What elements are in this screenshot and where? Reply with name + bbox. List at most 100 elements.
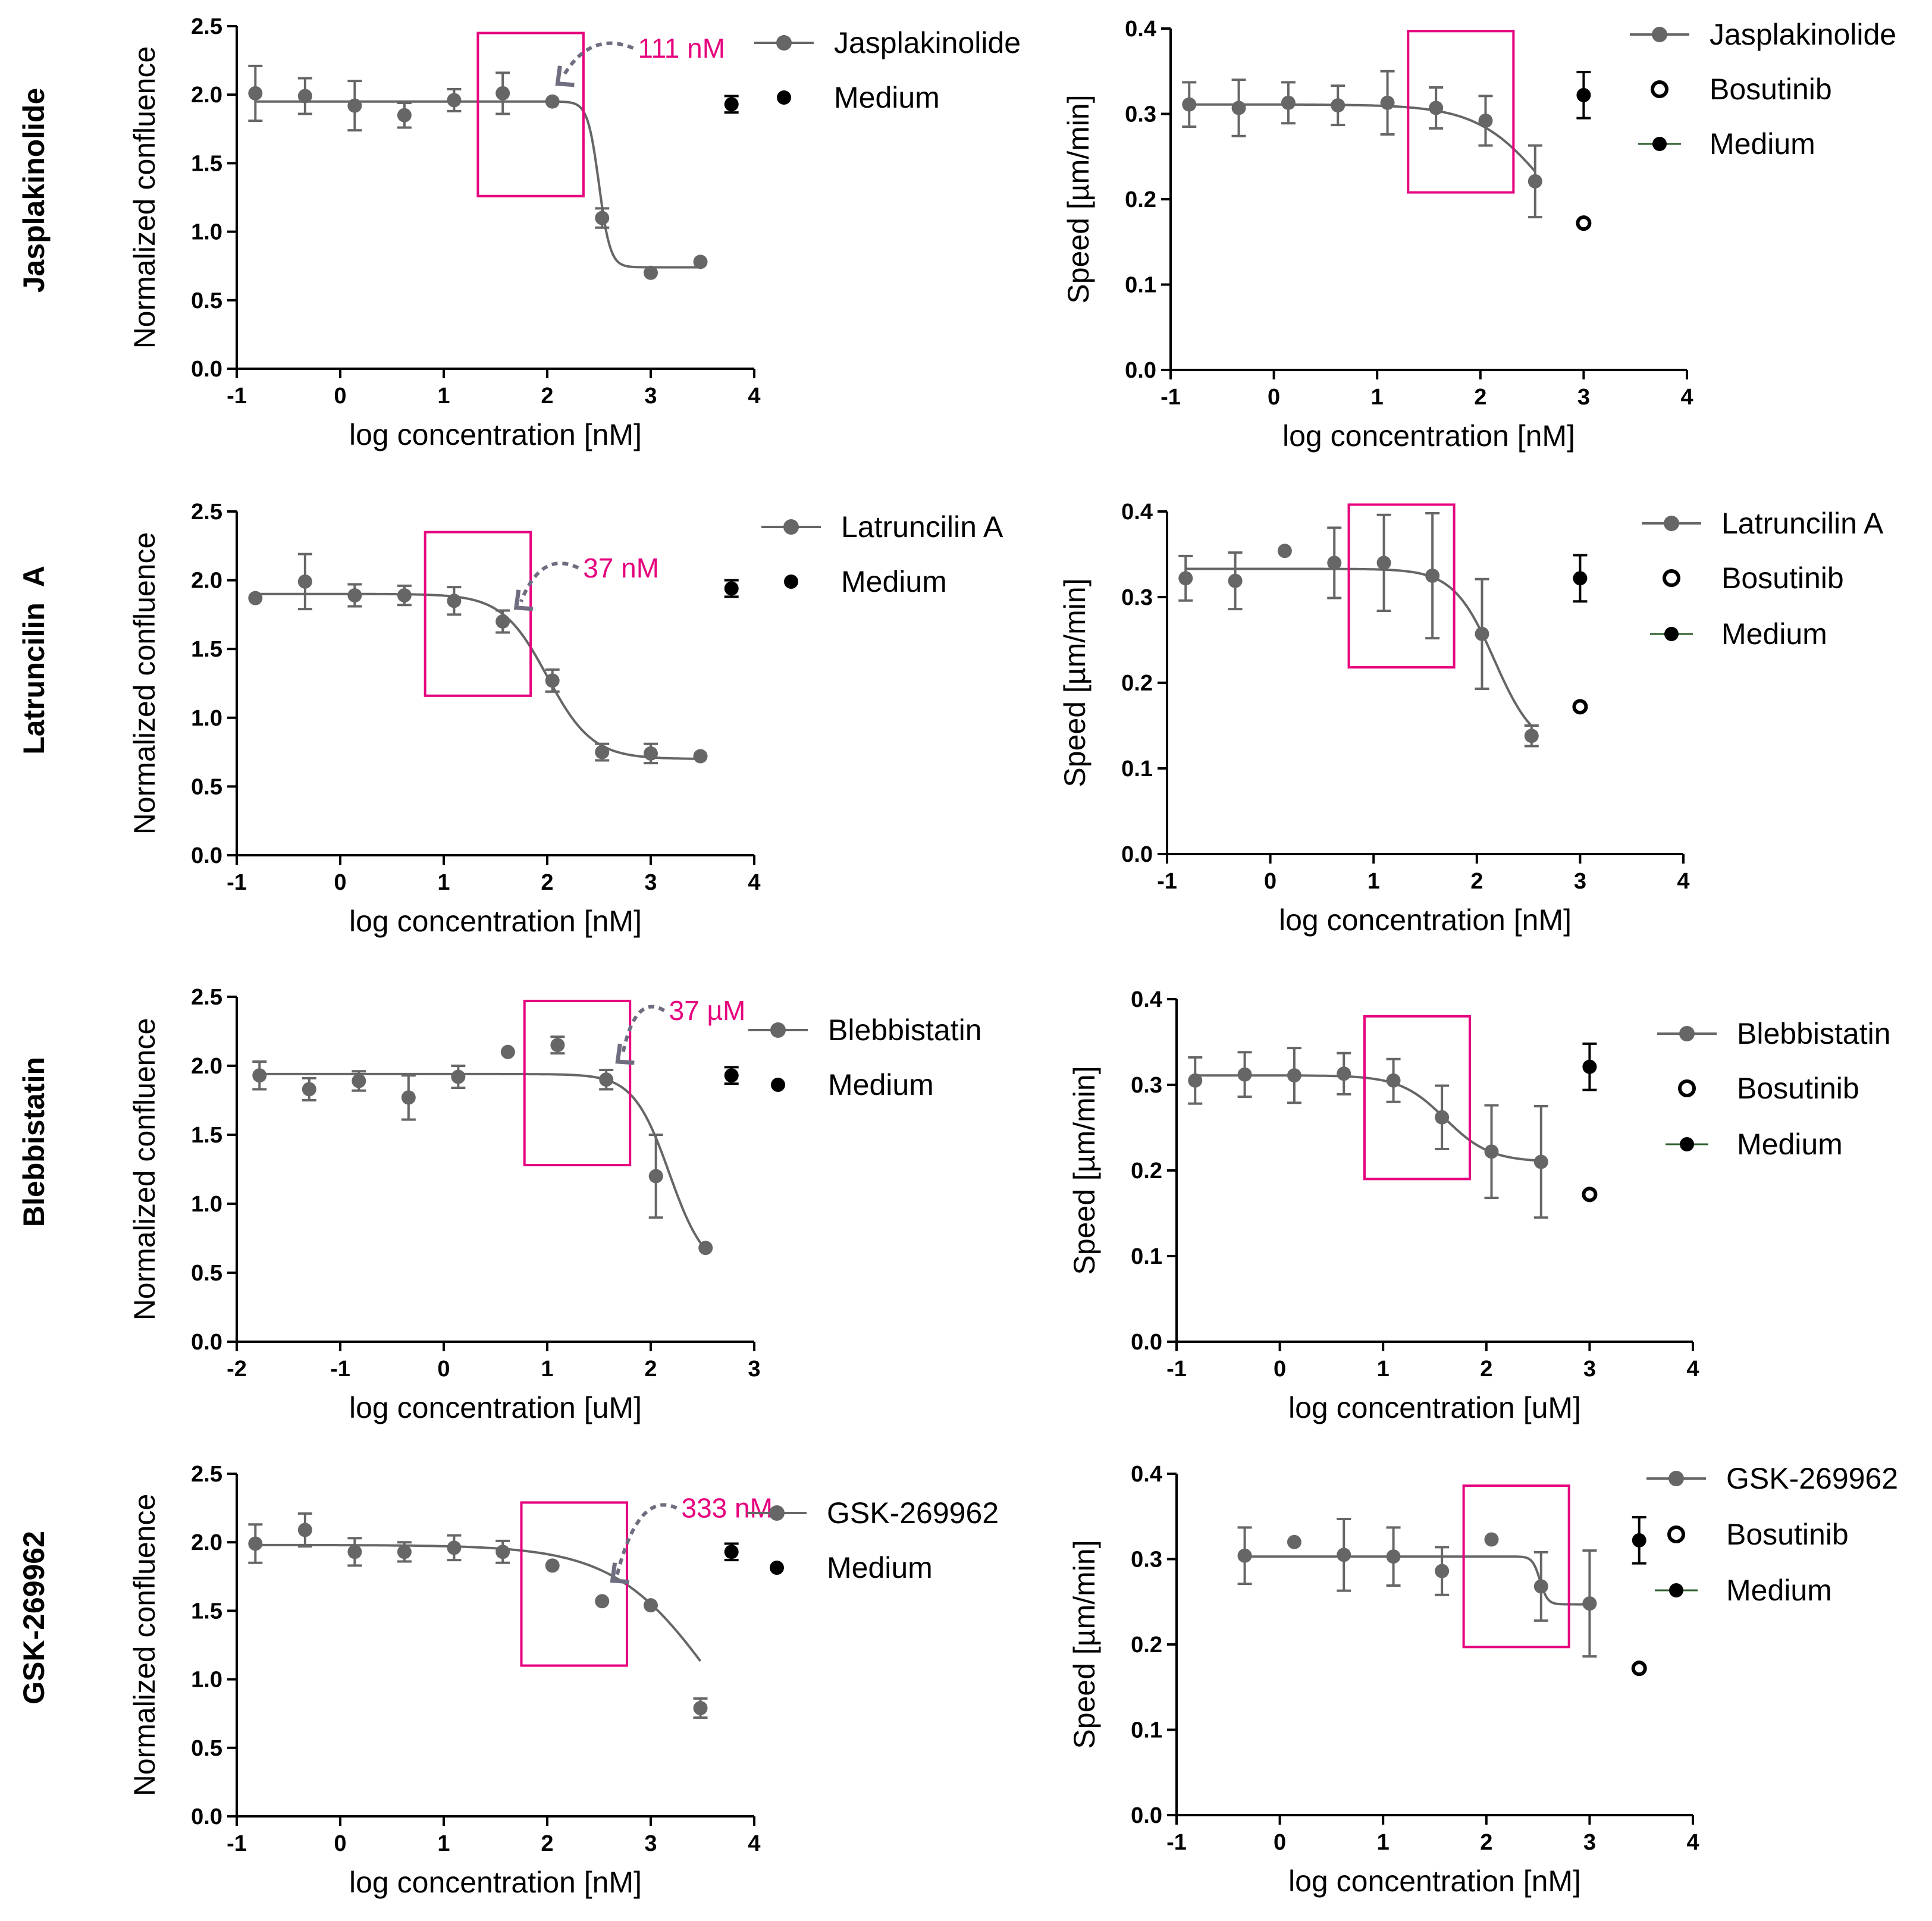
y-tick-label: 0.5 <box>191 1261 222 1286</box>
x-tick-label: -1 <box>1157 869 1177 894</box>
highlight-box <box>523 999 632 1167</box>
legend-marker <box>1652 27 1667 42</box>
data-point <box>1237 1548 1252 1563</box>
legend-label: Medium <box>841 565 947 598</box>
data-point <box>1380 95 1395 110</box>
y-tick-label: 0.1 <box>1125 273 1156 298</box>
x-tick-label: 2 <box>1470 869 1483 894</box>
y-axis-label: Normalized confluence <box>128 1494 161 1797</box>
y-tick-label: 0.2 <box>1131 1159 1162 1184</box>
data-point <box>495 1545 510 1559</box>
chart-panel: 0.0 0.5 1.0 1.5 2.0 2.5 -1 0 1 2 3 4 log concentrati… <box>128 500 1003 938</box>
data-point <box>1228 573 1243 588</box>
y-tick-label: 2.0 <box>191 1530 222 1555</box>
annotation-arrowhead <box>513 589 534 611</box>
x-tick-label: 4 <box>1680 385 1693 410</box>
y-tick-label: 0.0 <box>1125 358 1156 383</box>
data-point <box>693 255 708 269</box>
y-tick-label: 1.5 <box>191 151 222 176</box>
x-tick-label: 4 <box>748 870 760 895</box>
y-tick-label: 1.5 <box>191 1123 222 1148</box>
y-tick-label: 0.0 <box>191 843 222 868</box>
legend-marker <box>1664 627 1679 641</box>
highlight-box <box>1363 1015 1472 1181</box>
x-tick-label: -1 <box>227 870 247 895</box>
y-tick-label: 1.0 <box>191 220 222 245</box>
legend-label: Bosutinib <box>1737 1072 1859 1105</box>
legend-marker <box>1679 1026 1695 1041</box>
data-point <box>252 1068 267 1083</box>
x-tick-label: -1 <box>1161 385 1181 410</box>
x-tick-label: 1 <box>541 1357 553 1382</box>
annotation-arrow <box>560 41 634 79</box>
x-tick-label: 3 <box>1574 869 1586 894</box>
x-axis-label: log concentration [nM] <box>1288 1864 1581 1898</box>
data-point <box>1484 1144 1499 1159</box>
annotation-label: 333 nM <box>682 1493 773 1524</box>
y-tick-label: 0.2 <box>1125 187 1156 212</box>
x-tick-label: 1 <box>1377 1830 1390 1855</box>
x-tick-label: -1 <box>1166 1357 1187 1382</box>
legend-label: Bosutinib <box>1721 561 1844 595</box>
y-tick-label: 0.0 <box>1131 1803 1162 1828</box>
data-point-medium <box>1576 87 1591 102</box>
data-point <box>1386 1549 1401 1564</box>
x-tick-label: 4 <box>1677 869 1689 894</box>
data-point <box>397 108 412 123</box>
x-tick-label: 0 <box>334 384 346 409</box>
x-tick-label: 1 <box>1371 385 1384 410</box>
legend-label: Bosutinib <box>1726 1518 1849 1551</box>
x-tick-label: 1 <box>437 1831 450 1856</box>
data-point <box>1337 1066 1351 1081</box>
data-point-bosutinib <box>1631 1661 1647 1677</box>
row-label-blebbistatin: Blebbistatin <box>17 1057 51 1227</box>
data-point-medium <box>724 1545 739 1559</box>
data-point <box>347 588 362 603</box>
data-point <box>1178 571 1193 586</box>
chart-panel: 0.0 0.5 1.0 1.5 2.0 2.5 -2 -1 0 1 2 3 log concentrat… <box>128 985 982 1424</box>
legend-label: Blebbistatin <box>1737 1017 1891 1050</box>
y-tick-label: 0.2 <box>1121 671 1153 696</box>
data-point <box>352 1074 366 1088</box>
legend-label: GSK-269962 <box>1726 1462 1898 1495</box>
x-tick-label: 4 <box>748 384 760 409</box>
chart-panel: 0.0 0.1 0.2 0.3 0.4 -1 0 1 2 3 4 log concentration … <box>1068 1462 1898 1898</box>
y-tick-label: 0.4 <box>1131 1462 1162 1487</box>
x-tick-label: 4 <box>748 1831 760 1856</box>
legend-marker <box>1669 1583 1683 1597</box>
y-tick-label: 0.3 <box>1125 102 1156 127</box>
y-tick-label: 1.0 <box>191 1668 222 1693</box>
y-axis-label: Speed [µm/min] <box>1058 578 1092 787</box>
data-point <box>447 93 462 108</box>
legend-marker <box>1663 569 1680 587</box>
x-tick-label: 3 <box>748 1357 760 1382</box>
x-tick-label: 4 <box>1686 1830 1699 1855</box>
data-point <box>1528 174 1542 189</box>
y-tick-label: 0.0 <box>191 1330 222 1355</box>
legend-label: GSK-269962 <box>827 1496 999 1530</box>
y-tick-label: 2.5 <box>191 985 222 1010</box>
x-tick-label: 0 <box>334 870 346 895</box>
highlight-box <box>424 531 532 697</box>
data-point <box>599 1072 614 1087</box>
x-axis-label: log concentration [uM] <box>349 1391 642 1424</box>
data-point <box>1425 569 1440 583</box>
x-tick-label: -1 <box>1166 1830 1187 1855</box>
y-tick-label: 2.0 <box>191 1054 222 1079</box>
legend-marker <box>1651 80 1668 98</box>
chart-panel: 0.0 0.5 1.0 1.5 2.0 2.5 -1 0 1 2 3 4 log concentrati… <box>128 14 1021 451</box>
data-point <box>397 1545 412 1559</box>
data-point <box>248 591 263 605</box>
data-point-bosutinib <box>1576 215 1592 231</box>
annotation-label: 37 µM <box>669 995 746 1026</box>
x-axis-label: log concentration [nM] <box>349 418 642 451</box>
data-point <box>595 211 610 225</box>
x-tick-label: 2 <box>1474 385 1486 410</box>
y-tick-label: 2.5 <box>191 500 222 525</box>
data-point <box>545 673 560 688</box>
charts: 0.0 0.5 1.0 1.5 2.0 2.5 -1 0 1 2 3 4 log concentrati… <box>128 14 1898 1899</box>
fit-curve <box>255 1543 702 1662</box>
legend-label: Medium <box>1721 617 1827 651</box>
data-point <box>248 86 263 101</box>
data-point <box>1337 1548 1351 1562</box>
